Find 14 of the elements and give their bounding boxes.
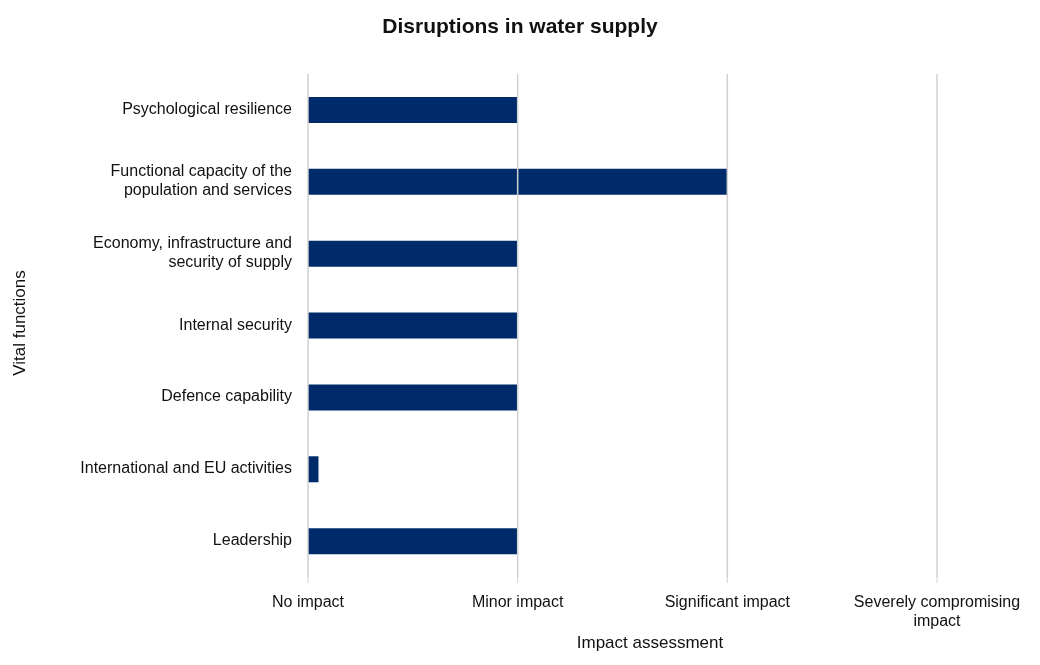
- ref-line-label: Minor impact: [471, 593, 565, 610]
- x-axis-title: Impact assessment: [575, 633, 725, 653]
- y-tick-label: International and EU activities: [80, 459, 292, 477]
- y-axis-title: Vital functions: [10, 270, 30, 376]
- y-tick-label: Internal security: [179, 315, 292, 333]
- y-tick-label: Economy, infrastructure and security of supply: [93, 234, 292, 271]
- ref-line-label: Significant impact: [664, 593, 791, 610]
- y-tick-label: Functional capacity of the population and services: [110, 162, 293, 199]
- y-tick-label: Leadership: [212, 531, 293, 549]
- chart-title: Disruptions in water supply: [381, 13, 659, 39]
- ref-line-label: No impact: [271, 593, 345, 610]
- y-tick-label: Psychological resilience: [122, 100, 293, 118]
- ref-line-label: Severely compromising impact: [853, 593, 1021, 629]
- y-tick-label: Defence capability: [161, 387, 292, 405]
